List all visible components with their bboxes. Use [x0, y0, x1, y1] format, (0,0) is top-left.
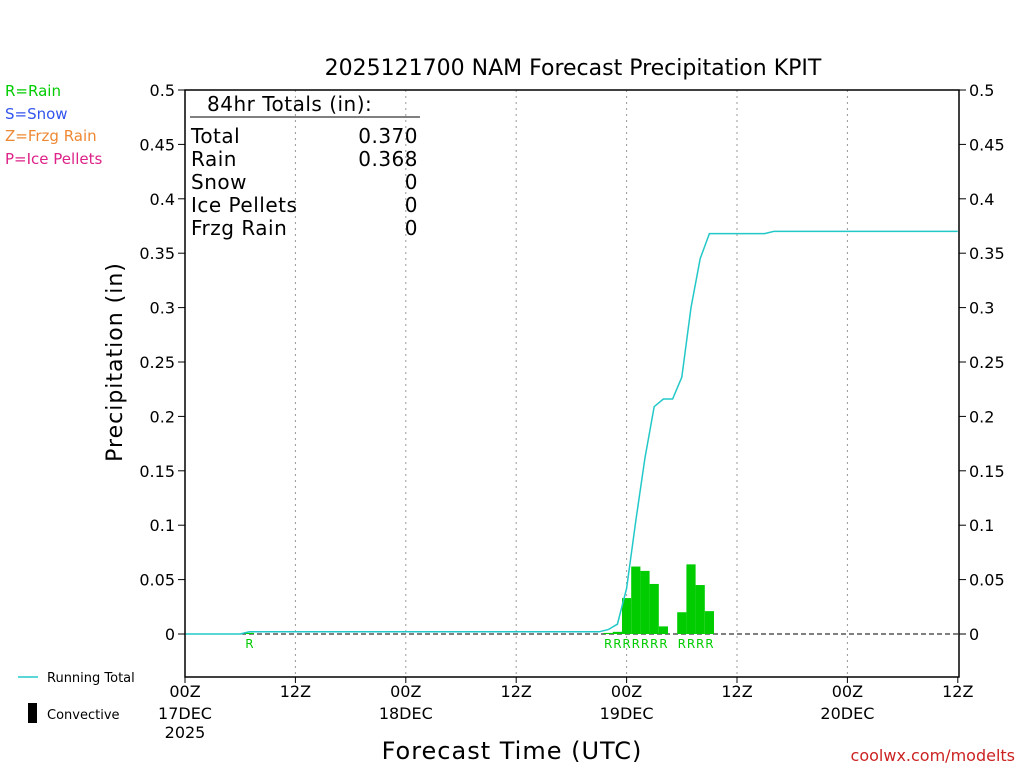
- y-tick-label-left: 0.05: [139, 571, 175, 590]
- x-tick-date: 18DEC: [379, 704, 433, 723]
- precip-bar: [677, 612, 687, 634]
- y-tick-label-right: 0.5: [969, 81, 994, 100]
- x-tick-time: 12Z: [280, 682, 311, 701]
- y-tick-label-right: 0.1: [969, 516, 994, 535]
- x-tick-date: 20DEC: [820, 704, 874, 723]
- precip-bar: [622, 598, 632, 634]
- hourly-precip-bars: [244, 564, 714, 634]
- precip-type-label: R: [245, 637, 253, 651]
- y-tick-label-right: 0.25: [969, 353, 1005, 372]
- precip-bar: [658, 626, 668, 634]
- precip-type-label: R: [687, 637, 695, 651]
- precip-type-label: R: [678, 637, 686, 651]
- y-tick-label-left: 0.2: [150, 407, 175, 426]
- y-tick-label-right: 0.2: [969, 407, 994, 426]
- y-tick-label-left: 0.25: [139, 353, 175, 372]
- precip-type-label: R: [613, 637, 621, 651]
- y-tick-label-right: 0.45: [969, 135, 1005, 154]
- precip-type-label: R: [641, 637, 649, 651]
- x-tick-date: 17DEC: [158, 704, 212, 723]
- totals-value-ice-pellets: 0: [405, 193, 418, 217]
- y-tick-label-left: 0.4: [150, 190, 175, 209]
- y-axis-label: Precipitation (in): [103, 262, 128, 462]
- y-tick-label-left: 0.1: [150, 516, 175, 535]
- y-axis-left: 0 0.05 0.1 0.15 0.2 0.25 0.3 0.35 0.4 0.45 0.5: [139, 81, 185, 644]
- precip-bar: [704, 611, 714, 634]
- chart-title: 2025121700 NAM Forecast Precipitation KP…: [325, 56, 822, 81]
- precip-type-label: R: [650, 637, 658, 651]
- totals-heading: 84hr Totals (in):: [207, 92, 372, 116]
- precip-type-legend: R=Rain S=Snow Z=Frzg Rain P=Ice Pellets: [5, 82, 102, 168]
- totals-value-snow: 0: [405, 170, 418, 194]
- precip-bar: [631, 566, 641, 634]
- x-tick-time: 00Z: [832, 682, 863, 701]
- y-tick-label-right: 0.15: [969, 462, 1005, 481]
- running-total-line: [185, 230, 958, 635]
- precip-type-label: R: [604, 637, 612, 651]
- legend-ice-pellets: P=Ice Pellets: [5, 150, 102, 168]
- precip-bar: [603, 632, 613, 634]
- convective-legend-label: Convective: [47, 708, 120, 723]
- y-tick-label-left: 0.5: [150, 81, 175, 100]
- site-credit[interactable]: coolwx.com/modelts: [851, 746, 1015, 765]
- totals-value-frzg-rain: 0: [405, 216, 418, 240]
- totals-value-total: 0.370: [358, 124, 418, 148]
- precip-bar: [244, 632, 254, 634]
- y-tick-label-right: 0.05: [969, 571, 1005, 590]
- totals-box: 84hr Totals (in): Total 0.370 Rain 0.368…: [190, 92, 420, 240]
- y-tick-label-left: 0.35: [139, 244, 175, 263]
- x-axis-label: Forecast Time (UTC): [382, 737, 643, 765]
- y-axis-right: 0 0.05 0.1 0.15 0.2 0.25 0.3 0.35 0.4 0.45 0.5: [959, 81, 1005, 644]
- y-tick-label-left: 0.45: [139, 135, 175, 154]
- x-tick-time: 00Z: [611, 682, 642, 701]
- precip-bar: [612, 631, 622, 634]
- y-tick-label-left: 0: [165, 625, 175, 644]
- totals-label-frzg-rain: Frzg Rain: [191, 216, 287, 240]
- precip-type-label: R: [622, 637, 630, 651]
- y-tick-label-right: 0.3: [969, 299, 994, 318]
- legend-snow: S=Snow: [5, 105, 68, 123]
- precip-bar: [686, 564, 696, 634]
- precip-type-label: R: [659, 637, 667, 651]
- totals-value-rain: 0.368: [358, 147, 418, 171]
- x-tick-time: 12Z: [942, 682, 973, 701]
- legend-rain: R=Rain: [5, 82, 61, 100]
- legend-frzg-rain: Z=Frzg Rain: [5, 127, 97, 145]
- vertical-gridlines: [294, 90, 848, 677]
- y-tick-label-right: 0.35: [969, 244, 1005, 263]
- x-tick-time: 12Z: [501, 682, 532, 701]
- convective-swatch: [28, 703, 37, 723]
- precip-bar: [695, 585, 705, 634]
- y-tick-label-left: 0.15: [139, 462, 175, 481]
- x-tick-time: 12Z: [721, 682, 752, 701]
- totals-label-total: Total: [190, 124, 240, 148]
- x-tick-year: 2025: [165, 723, 206, 742]
- running-total-legend-label: Running Total: [47, 671, 135, 686]
- x-tick-time: 00Z: [390, 682, 421, 701]
- y-tick-label-right: 0.4: [969, 190, 994, 209]
- y-tick-label-left: 0.3: [150, 299, 175, 318]
- x-tick-time: 00Z: [169, 682, 200, 701]
- precip-bar: [649, 583, 659, 634]
- x-tick-date: 19DEC: [600, 704, 654, 723]
- totals-label-snow: Snow: [191, 170, 247, 194]
- totals-label-ice-pellets: Ice Pellets: [191, 193, 297, 217]
- precip-bar: [640, 570, 650, 634]
- totals-label-rain: Rain: [191, 147, 237, 171]
- precip-type-label: R: [632, 637, 640, 651]
- plot-frame: [184, 89, 960, 678]
- series-legend: Running Total Convective: [18, 671, 135, 723]
- precip-type-label: R: [696, 637, 704, 651]
- y-tick-label-right: 0: [969, 625, 979, 644]
- precip-type-label: R: [705, 637, 713, 651]
